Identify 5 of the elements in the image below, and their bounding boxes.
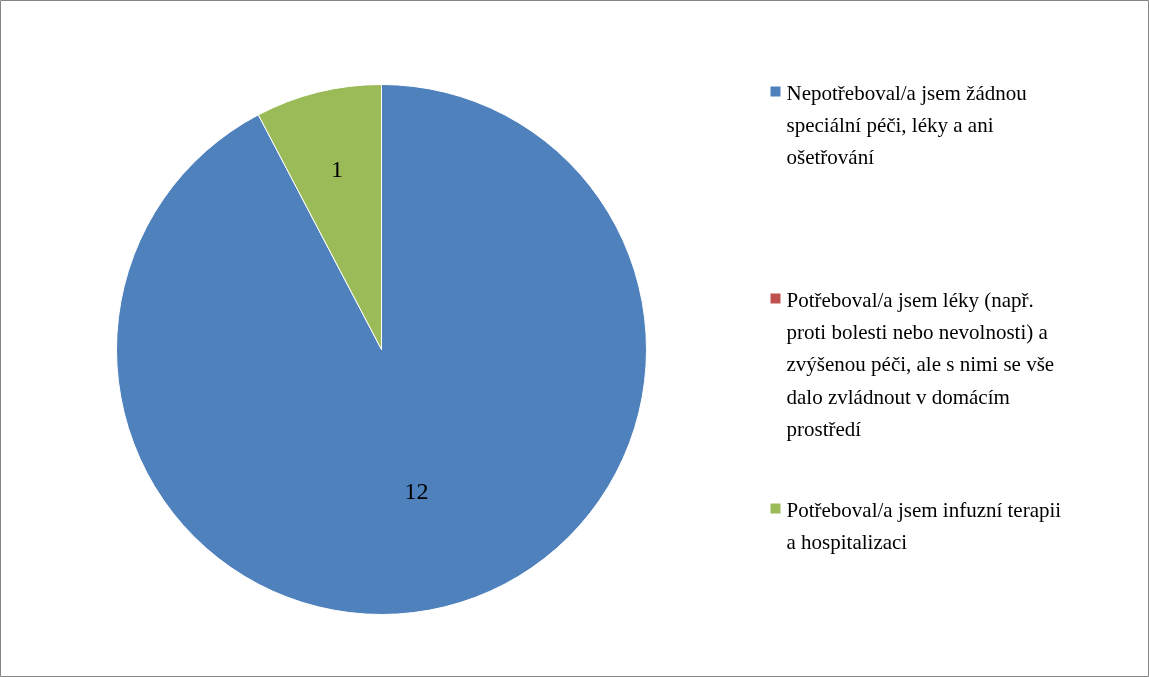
legend-label: Potřeboval/a jsem léky (např. proti bolesti nebo nevolnosti) a zvýšenou péči, ale s nimi se vše dalo zvládnout v domácím prostředí bbox=[786, 287, 1055, 442]
data-label: 1 bbox=[331, 155, 344, 182]
legend-label: Potřeboval/a jsem infuzní terapii a hospitalizaci bbox=[786, 497, 1062, 554]
data-label: 12 bbox=[404, 477, 429, 504]
legend-label: Nepotřeboval/a jsem žádnou speciální péči, léky a ani ošetřování bbox=[786, 80, 1028, 170]
